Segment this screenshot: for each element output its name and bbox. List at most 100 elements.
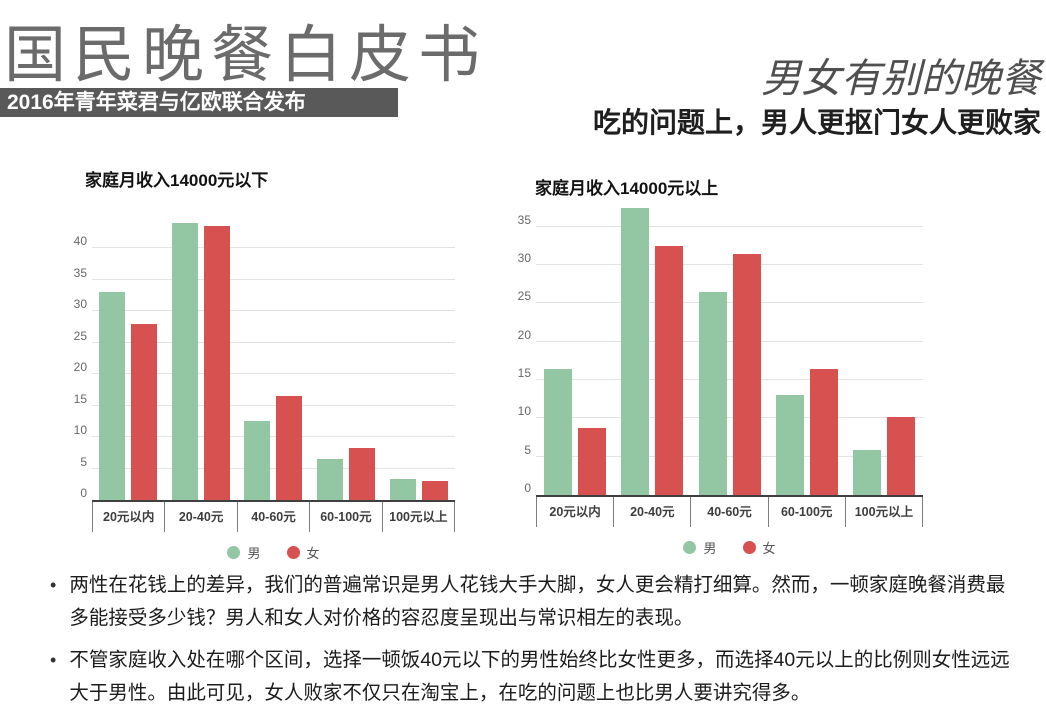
- x-axis-label-0: 20元以内: [536, 497, 613, 527]
- gridline: [536, 340, 923, 342]
- x-axis-label-3: 60-100元: [309, 502, 381, 532]
- x-axis-label-2: 40-60元: [236, 502, 309, 532]
- legend-item-male: 男: [683, 538, 717, 557]
- y-axis-tick-label: 30: [73, 297, 87, 312]
- y-axis-tick-label: 25: [517, 289, 531, 304]
- x-axis: 20元以内 20-40元 40-60元 60-100元 100元以上: [92, 500, 456, 532]
- x-axis-label-3: 60-100元: [767, 497, 845, 527]
- summary-bullets: • 两性在花钱上的差异，我们的普遍常识是男人花钱大手大脚，女人更会精打细算。然而…: [50, 569, 1016, 719]
- y-axis-tick-label: 15: [517, 366, 531, 380]
- legend-dot-female: [742, 541, 756, 554]
- bar-female-1: [655, 245, 684, 495]
- y-axis-tick-label: 15: [73, 391, 87, 406]
- bar-group-4: [846, 196, 923, 495]
- legend-item-male: 男: [227, 543, 261, 562]
- x-axis: 20元以内 20-40元 40-60元 60-100元 100元以上: [536, 495, 924, 527]
- x-axis-label-0: 20元以内: [92, 502, 164, 532]
- bar-female-2: [732, 253, 761, 495]
- chart-legend: 男女: [536, 538, 923, 557]
- bar-female-3: [809, 368, 838, 495]
- bullet-icon: •: [50, 650, 57, 670]
- gridline: [536, 264, 923, 265]
- bar-group-3: [310, 214, 383, 500]
- bar-female-3: [349, 448, 376, 500]
- bar-male-4: [853, 449, 882, 495]
- gridline: [92, 341, 455, 343]
- legend-label-male: 男: [703, 541, 717, 556]
- bar-group-1: [165, 214, 238, 500]
- legend-label-female: 女: [762, 541, 776, 556]
- y-axis-tick-label: 25: [73, 328, 87, 343]
- gridline: [92, 278, 455, 280]
- x-axis-label-1: 20-40元: [613, 497, 690, 527]
- gridline: [92, 247, 455, 249]
- y-axis-tick-label: 5: [524, 442, 531, 457]
- bar-female-0: [131, 323, 158, 500]
- gridline: [92, 467, 455, 469]
- bar-groups: [92, 214, 455, 500]
- y-axis-tick-label: 0: [524, 481, 531, 495]
- bar-female-0: [577, 427, 606, 495]
- bar-group-0: [92, 214, 165, 500]
- bar-male-0: [543, 368, 572, 495]
- bar-group-3: [768, 196, 845, 495]
- legend-item-female: 女: [742, 538, 776, 557]
- legend-label-male: 男: [247, 546, 261, 561]
- y-axis-tick-label: 20: [517, 327, 531, 342]
- gridline: [92, 310, 455, 312]
- y-axis-tick-label: 30: [517, 251, 531, 265]
- gridline: [536, 417, 923, 419]
- bar-female-2: [276, 396, 303, 500]
- chart-title: 家庭月收入14000元以下: [85, 171, 269, 190]
- bar-groups: [536, 196, 923, 495]
- x-axis-label-4: 100元以上: [381, 502, 456, 532]
- gridline: [536, 225, 923, 227]
- bullet-text: 不管家庭收入处在哪个区间，选择一顿饭40元以下的男性始终比女性更多，而选择40元…: [69, 649, 1010, 704]
- plot-area: 0 5 10 15 20 25 30 35 40: [74, 214, 455, 500]
- bar-group-2: [691, 196, 768, 495]
- y-axis-tick-label: 20: [73, 360, 87, 375]
- y-axis-tick-label: 0: [80, 486, 87, 500]
- gridline: [536, 455, 923, 457]
- bullet-text: 两性在花钱上的差异，我们的普遍常识是男人花钱大手大脚，女人更会精打细算。然而，一…: [69, 574, 1006, 629]
- legend-dot-female: [286, 546, 300, 559]
- bar-group-2: [237, 214, 310, 500]
- bar-male-1: [171, 222, 198, 500]
- gridline: [536, 379, 923, 380]
- gridline: [92, 404, 455, 406]
- bar-female-1: [203, 225, 230, 500]
- legend-dot-male: [227, 546, 241, 559]
- chart-legend: 男女: [92, 543, 455, 562]
- x-axis-label-1: 20-40元: [164, 502, 236, 532]
- legend-dot-male: [683, 541, 697, 554]
- bar-group-4: [382, 214, 455, 500]
- bullet-item: • 两性在花钱上的差异，我们的普遍常识是男人花钱大手大脚，女人更会精打细算。然而…: [50, 569, 1016, 635]
- bar-male-4: [389, 478, 416, 500]
- bar-female-4: [887, 416, 916, 495]
- page-title: 国民晚餐白皮书: [4, 22, 488, 90]
- chart-income-below-14000: 家庭月收入14000元以下 0 5 10 15 20 25 30 35 40 20元以内 20-4…: [60, 160, 460, 562]
- bar-male-1: [621, 207, 650, 495]
- gridline: [92, 436, 455, 438]
- bar-female-4: [421, 481, 448, 500]
- bar-male-0: [99, 292, 126, 500]
- gridline: [536, 302, 923, 304]
- bar-group-0: [536, 196, 613, 495]
- legend-label-female: 女: [306, 546, 320, 561]
- bullet-item: • 不管家庭收入处在哪个区间，选择一顿饭40元以下的男性始终比女性更多，而选择4…: [50, 644, 1016, 710]
- x-axis-label-4: 100元以上: [844, 497, 924, 527]
- bar-male-2: [244, 421, 271, 500]
- chart-income-above-14000: 家庭月收入14000元以上 0 5 10 15 20 25 30 35 20元以内 20-40元…: [505, 160, 929, 557]
- bar-male-3: [775, 395, 804, 495]
- legend-item-female: 女: [286, 543, 320, 562]
- y-axis-tick-label: 10: [73, 423, 87, 438]
- bar-group-1: [613, 196, 690, 495]
- y-axis-tick-label: 35: [517, 212, 531, 227]
- section-subtitle: 吃的问题上，男人更抠门女人更败家: [592, 108, 1041, 139]
- bar-male-3: [317, 459, 344, 500]
- gridline: [92, 373, 455, 375]
- y-axis-tick-label: 40: [73, 234, 87, 249]
- chart-title: 家庭月收入14000元以上: [535, 179, 719, 198]
- y-axis-tick-label: 10: [517, 404, 531, 419]
- x-axis-label-2: 40-60元: [690, 497, 767, 527]
